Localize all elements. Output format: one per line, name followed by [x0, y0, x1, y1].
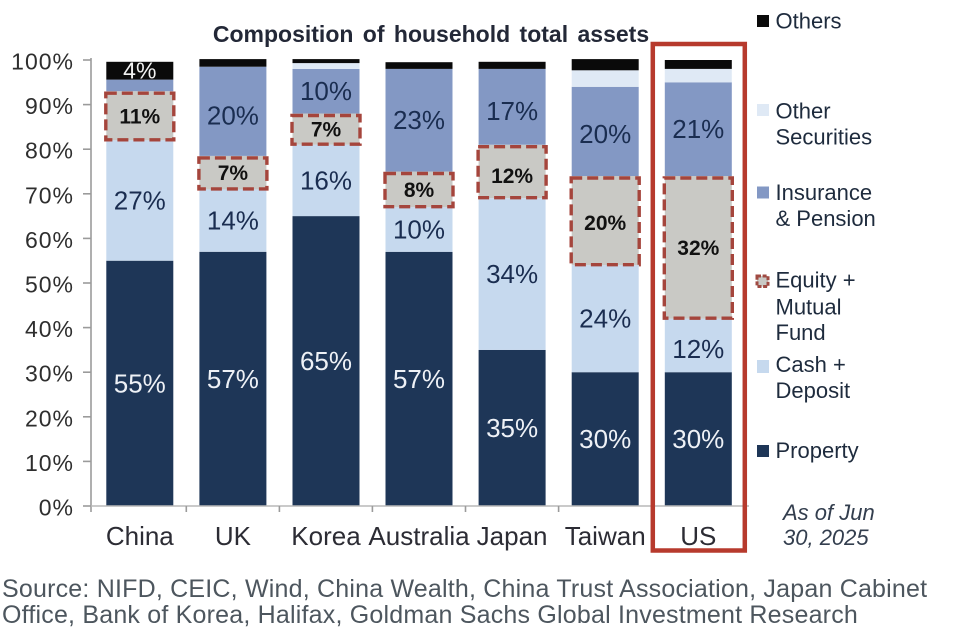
svg-text:Office, Bank of Korea, Halifax: Office, Bank of Korea, Halifax, Goldman … — [2, 601, 858, 629]
svg-text:China: China — [106, 521, 174, 551]
svg-text:21%: 21% — [672, 114, 724, 144]
svg-text:7%: 7% — [218, 162, 249, 185]
svg-text:Others: Others — [776, 9, 842, 34]
svg-text:Composition of household total: Composition of household total assets — [213, 21, 649, 47]
svg-text:65%: 65% — [300, 346, 352, 376]
svg-text:40%: 40% — [25, 316, 74, 342]
svg-text:Fund: Fund — [776, 320, 826, 345]
svg-text:20%: 20% — [207, 100, 259, 130]
svg-text:30, 2025: 30, 2025 — [783, 525, 869, 550]
svg-text:Equity +: Equity + — [776, 268, 856, 293]
svg-text:70%: 70% — [25, 182, 74, 208]
svg-text:35%: 35% — [486, 413, 538, 443]
svg-text:23%: 23% — [393, 105, 445, 135]
svg-text:4%: 4% — [123, 58, 156, 84]
svg-text:30%: 30% — [25, 361, 74, 387]
svg-text:57%: 57% — [393, 364, 445, 394]
svg-text:Korea: Korea — [291, 521, 361, 551]
svg-text:Australia: Australia — [368, 521, 470, 551]
svg-text:Securities: Securities — [776, 125, 873, 150]
svg-text:11%: 11% — [119, 105, 160, 128]
svg-text:As of Jun: As of Jun — [781, 500, 875, 525]
svg-text:17%: 17% — [486, 96, 538, 126]
svg-text:57%: 57% — [207, 364, 259, 394]
svg-text:Taiwan: Taiwan — [565, 521, 646, 551]
svg-text:20%: 20% — [25, 405, 74, 431]
svg-text:& Pension: & Pension — [776, 206, 876, 231]
svg-text:12%: 12% — [491, 165, 533, 188]
svg-text:20%: 20% — [579, 119, 631, 149]
svg-text:Cash +: Cash + — [776, 352, 846, 377]
svg-text:27%: 27% — [114, 186, 166, 216]
svg-text:10%: 10% — [25, 450, 74, 476]
svg-text:60%: 60% — [25, 227, 74, 253]
svg-text:16%: 16% — [300, 165, 352, 195]
svg-text:7%: 7% — [311, 119, 342, 142]
svg-text:50%: 50% — [25, 272, 74, 298]
svg-text:0%: 0% — [39, 495, 74, 521]
svg-text:20%: 20% — [584, 212, 626, 235]
svg-text:80%: 80% — [25, 138, 74, 164]
svg-text:30%: 30% — [672, 424, 724, 454]
svg-text:Other: Other — [776, 99, 831, 124]
svg-text:100%: 100% — [11, 49, 74, 75]
svg-text:10%: 10% — [393, 215, 445, 245]
svg-text:32%: 32% — [677, 237, 719, 260]
svg-text:US: US — [680, 521, 716, 551]
svg-text:Japan: Japan — [477, 521, 548, 551]
svg-text:Insurance: Insurance — [776, 180, 873, 205]
svg-text:55%: 55% — [114, 368, 166, 398]
svg-text:8%: 8% — [404, 179, 435, 202]
svg-text:UK: UK — [215, 521, 252, 551]
svg-text:12%: 12% — [672, 334, 724, 364]
svg-text:90%: 90% — [25, 93, 74, 119]
svg-text:30%: 30% — [579, 424, 631, 454]
svg-text:24%: 24% — [579, 304, 631, 334]
svg-text:Deposit: Deposit — [776, 378, 851, 403]
svg-text:Property: Property — [776, 438, 859, 463]
svg-text:10%: 10% — [300, 76, 352, 106]
svg-text:34%: 34% — [486, 259, 538, 289]
svg-text:Source: NIFD, CEIC, Wind, Chin: Source: NIFD, CEIC, Wind, China Wealth, … — [2, 575, 927, 603]
svg-text:Mutual: Mutual — [776, 295, 842, 320]
svg-text:14%: 14% — [207, 206, 259, 236]
